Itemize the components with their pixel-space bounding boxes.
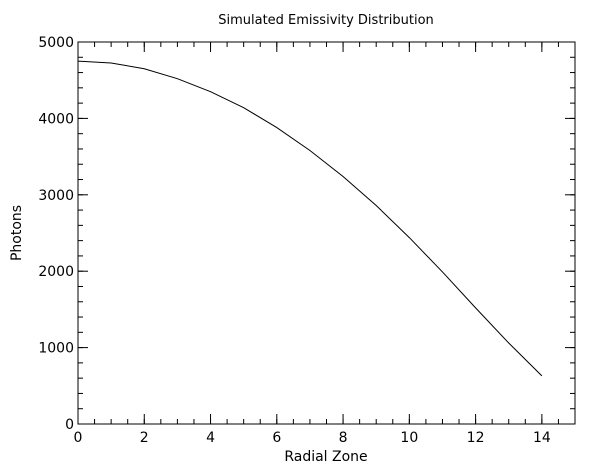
x-tick-labels: 0 2 4 6 8 10 12 14 bbox=[74, 430, 551, 446]
y-tick-label: 4000 bbox=[38, 111, 74, 127]
y-tick-label: 3000 bbox=[38, 188, 74, 204]
x-tick-label: 14 bbox=[533, 430, 551, 446]
x-tick-label: 4 bbox=[206, 430, 215, 446]
x-tick-label: 6 bbox=[272, 430, 281, 446]
series-group bbox=[77, 60, 543, 377]
y-axis-label: Photons bbox=[9, 205, 25, 261]
x-tick-label: 2 bbox=[140, 430, 149, 446]
y-tick-label: 2000 bbox=[38, 264, 74, 280]
x-tick-label: 0 bbox=[74, 430, 83, 446]
x-tick-label: 10 bbox=[400, 430, 418, 446]
series-line bbox=[77, 60, 543, 377]
x-tick-label: 12 bbox=[467, 430, 485, 446]
plot-frame bbox=[77, 41, 576, 425]
x-tick-label: 8 bbox=[339, 430, 348, 446]
y-tick-label: 5000 bbox=[38, 35, 74, 51]
y-tick-label: 0 bbox=[65, 417, 74, 433]
y-tick-label: 1000 bbox=[38, 341, 74, 357]
axis-ticks bbox=[77, 41, 576, 425]
x-axis-label: Radial Zone bbox=[284, 449, 367, 465]
y-tick-labels: 0 1000 2000 3000 4000 5000 bbox=[38, 35, 74, 433]
chart-title: Simulated Emissivity Distribution bbox=[218, 13, 434, 28]
